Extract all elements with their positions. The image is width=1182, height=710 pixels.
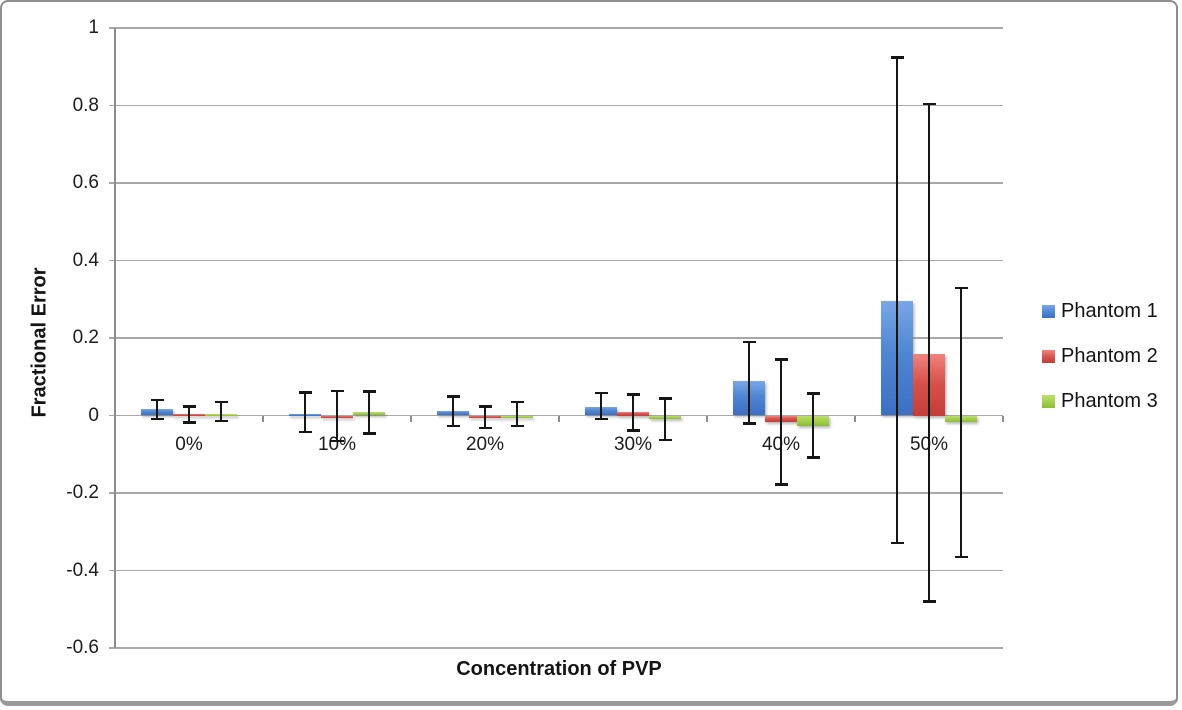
gridline (109, 27, 1003, 29)
error-bar-cap-bottom (890, 541, 904, 545)
gridline (109, 259, 1003, 262)
error-bar-cap-bottom (626, 429, 640, 432)
category-label: 10% (317, 433, 357, 455)
error-bar (896, 57, 898, 544)
error-bar-cap-bottom (594, 417, 608, 421)
legend-item-phantom-2: Phantom 2 (1042, 345, 1158, 367)
error-bar-cap-top (626, 393, 640, 396)
error-bar-cap-bottom (362, 432, 376, 435)
category-label: 20% (465, 433, 505, 455)
y-tick-label: 0.4 (72, 249, 99, 271)
x-axis-title: Concentration of PVP (456, 658, 662, 680)
error-bar (600, 392, 602, 420)
category-label: 30% (613, 433, 653, 455)
gridline (109, 492, 1003, 494)
error-bar-cap-bottom (478, 426, 492, 430)
legend: Phantom 1 Phantom 2 Phantom 3 (1042, 300, 1158, 412)
error-bar (188, 406, 190, 423)
y-tick-label: 0.6 (72, 172, 99, 193)
error-bar (452, 396, 454, 427)
error-bar-cap-top (774, 358, 788, 361)
error-bar-cap-bottom (214, 419, 228, 423)
error-bar-cap-top (446, 395, 460, 398)
y-axis-title: Fractional Error (28, 267, 51, 418)
gridline (109, 569, 1003, 572)
error-bar-cap-top (330, 389, 344, 393)
y-tick-label: -0.6 (66, 637, 99, 658)
error-bar-cap-bottom (510, 424, 524, 428)
error-bar-cap-top (890, 56, 904, 59)
error-bar-cap-top (658, 397, 672, 400)
error-bar-cap-bottom (182, 421, 196, 424)
y-axis-line (114, 28, 116, 648)
error-bar-cap-top (954, 286, 968, 290)
gridline (109, 104, 1003, 107)
error-bar-cap-bottom (446, 424, 460, 428)
error-bar-cap-top (362, 390, 376, 393)
plot-area: 10.80.60.40.20-0.2-0.4-0.60%10%20%30%40%… (2, 2, 1176, 701)
legend-swatch-phantom-2 (1042, 349, 1055, 363)
error-bar (304, 392, 306, 433)
legend-item-phantom-1: Phantom 1 (1042, 300, 1158, 322)
error-bar-cap-bottom (658, 438, 672, 442)
legend-label: Phantom 2 (1061, 344, 1158, 367)
error-bar-cap-top (150, 398, 164, 402)
error-bar (336, 390, 338, 442)
y-tick-label: 0 (88, 404, 99, 426)
category-tick (558, 415, 560, 422)
error-bar-cap-bottom (954, 555, 968, 559)
error-bar-cap-bottom (922, 600, 936, 603)
y-tick-label: -0.2 (66, 482, 99, 503)
error-bar-cap-bottom (298, 430, 312, 434)
legend-item-phantom-3: Phantom 3 (1042, 390, 1158, 412)
error-bar (812, 393, 814, 458)
category-tick (854, 415, 856, 422)
error-bar (484, 406, 486, 429)
error-bar-cap-bottom (806, 456, 820, 459)
error-bar-cap-top (214, 400, 228, 404)
error-bar-cap-top (298, 391, 312, 394)
error-bar (220, 401, 222, 422)
gridline (109, 647, 1003, 649)
error-bar-cap-top (806, 392, 820, 395)
category-label: 0% (175, 433, 203, 455)
category-tick (1002, 415, 1004, 422)
error-bar (960, 287, 962, 558)
error-bar-cap-top (510, 400, 524, 404)
gridline (109, 414, 1003, 417)
error-bar-cap-bottom (150, 417, 164, 421)
error-bar (632, 394, 634, 431)
error-bar-cap-bottom (774, 483, 788, 486)
gridline (109, 337, 1003, 339)
error-bar-cap-top (182, 405, 196, 408)
y-tick-label: 1 (88, 17, 99, 38)
error-bar (664, 398, 666, 441)
error-bar-cap-top (922, 102, 936, 106)
category-tick (410, 415, 412, 422)
legend-swatch-phantom-3 (1042, 394, 1055, 408)
category-tick (262, 415, 264, 422)
error-bar-cap-bottom (330, 439, 344, 443)
error-bar (748, 341, 750, 424)
legend-label: Phantom 3 (1061, 389, 1158, 412)
error-bar (368, 391, 370, 434)
error-bar-cap-top (594, 391, 608, 395)
legend-swatch-phantom-1 (1042, 304, 1055, 318)
error-bar (516, 401, 518, 427)
error-bar (928, 103, 930, 602)
category-tick (706, 415, 708, 422)
error-bar-cap-top (742, 340, 756, 344)
error-bar-cap-bottom (742, 422, 756, 425)
y-tick-label: -0.4 (66, 559, 99, 581)
error-bar (780, 359, 782, 485)
y-tick-label: 0.8 (72, 94, 99, 116)
legend-label: Phantom 1 (1061, 299, 1158, 322)
error-bar-cap-top (478, 405, 492, 408)
error-bar (156, 399, 158, 420)
gridline (109, 182, 1003, 184)
y-tick-label: 0.2 (72, 327, 99, 348)
